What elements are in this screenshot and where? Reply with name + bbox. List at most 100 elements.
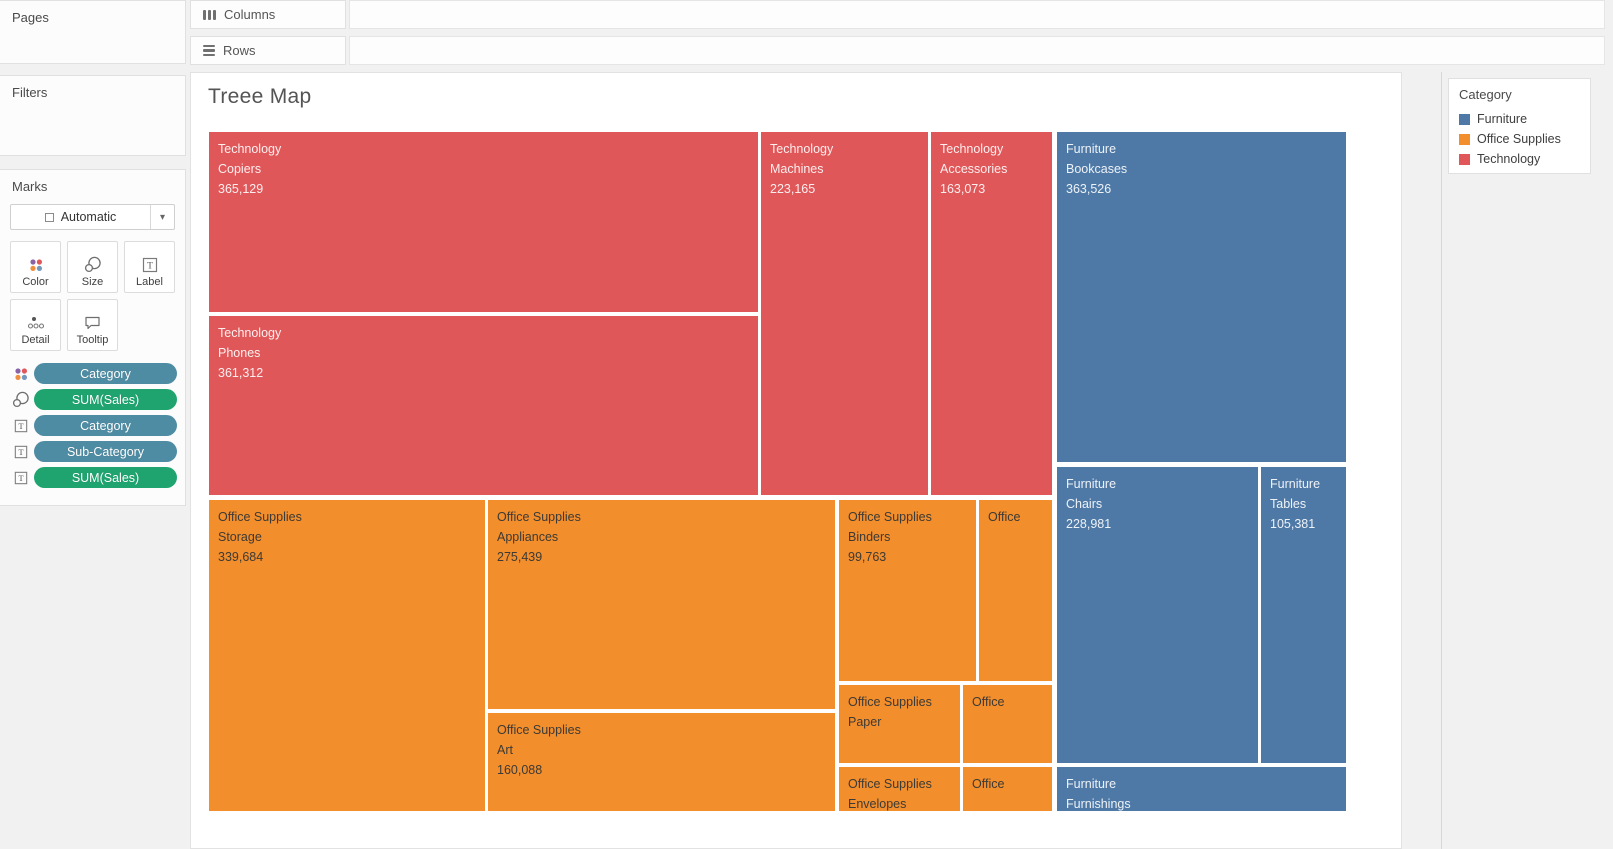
treemap-node-paper[interactable]: Office Supplies Paper [839, 685, 960, 763]
treemap-node-label: Office Supplies [497, 723, 581, 737]
pill-category[interactable]: Category [34, 415, 177, 436]
category-legend: Category Furniture Office Supplies Technol… [1448, 78, 1591, 174]
treemap-node-envelopes[interactable]: Office Supplies Envelopes [839, 767, 960, 811]
rows-shelf-drop-area[interactable] [349, 36, 1605, 65]
treemap-node-label: Phones [218, 346, 261, 360]
marks-panel-title: Marks [12, 179, 48, 194]
treemap-node-label: Technology [770, 142, 834, 156]
legend-item-office-supplies[interactable]: Office Supplies [1449, 129, 1590, 149]
columns-shelf-drop-area[interactable] [349, 0, 1605, 29]
text-icon: T [8, 445, 34, 459]
treemap-node-label: Appliances [497, 530, 559, 544]
treemap-node-office[interactable]: Office [979, 500, 1052, 681]
size-button[interactable]: Size [67, 241, 118, 293]
treemap-node-label: 228,981 [1066, 517, 1112, 531]
treemap-node-label: Office [972, 777, 1005, 791]
treemap-node-storage[interactable]: Office Supplies Storage 339,684 [209, 500, 485, 811]
legend-item-furniture[interactable]: Furniture [1449, 109, 1590, 129]
columns-shelf-label: Columns [190, 0, 346, 29]
legend-label: Technology [1477, 152, 1541, 166]
svg-text:T: T [147, 262, 153, 272]
treemap-node-bookcases[interactable]: Furniture Bookcases 363,526 [1057, 132, 1346, 462]
dropdown-arrow-icon[interactable]: ▾ [150, 205, 174, 229]
treemap-node-label: Office Supplies [848, 695, 932, 709]
pill-sum-sales-[interactable]: SUM(Sales) [34, 467, 177, 488]
treemap-node-label: Chairs [1066, 497, 1103, 511]
treemap-node-tables[interactable]: Furniture Tables 105,381 [1261, 467, 1346, 763]
treemap-node-binders[interactable]: Office Supplies Binders 99,763 [839, 500, 976, 681]
treemap-node-label: 365,129 [218, 182, 264, 196]
treemap-node-phones[interactable]: Technology Phones 361,312 [209, 316, 758, 495]
tooltip-icon [84, 315, 101, 331]
treemap-node-label: Technology [940, 142, 1004, 156]
panel-divider [1441, 72, 1442, 849]
marks-panel: Marks Automatic ▾ Color Size T Label Detail T… [0, 169, 186, 506]
legend-title: Category [1459, 87, 1512, 102]
pages-panel[interactable]: Pages [0, 0, 186, 64]
tooltip-button[interactable]: Tooltip [67, 299, 118, 351]
svg-text:T: T [18, 474, 23, 483]
treemap-node-machines[interactable]: Technology Machines 223,165 [761, 132, 928, 495]
treemap-node-label: Tables [1270, 497, 1307, 511]
worksheet-view: Treee Map Technology Copiers 365,129 Techno… [190, 72, 1402, 849]
color-icon [28, 257, 44, 273]
treemap-node-label: Copiers [218, 162, 262, 176]
treemap-node-label: Machines [770, 162, 824, 176]
treemap-node-chairs[interactable]: Furniture Chairs 228,981 [1057, 467, 1258, 763]
treemap-node-art[interactable]: Office Supplies Art 160,088 [488, 713, 835, 811]
legend-items: Furniture Office Supplies Technology [1449, 109, 1590, 169]
legend-label: Office Supplies [1477, 132, 1561, 146]
color-icon [8, 366, 34, 382]
columns-shelf-text: Columns [224, 7, 276, 22]
sheet-title: Treee Map [208, 85, 312, 108]
text-icon: T [8, 419, 34, 433]
rows-shelf-label: Rows [190, 36, 346, 65]
detail-button[interactable]: Detail [10, 299, 61, 351]
mark-button-label: Color [22, 276, 49, 288]
treemap-node-label: Accessories [940, 162, 1008, 176]
treemap-node-office[interactable]: Office [963, 767, 1052, 811]
marks-buttons: Color Size T Label Detail Tooltip [0, 238, 185, 354]
pill-sum-sales-[interactable]: SUM(Sales) [34, 389, 177, 410]
rows-shelf-text: Rows [223, 43, 256, 58]
marks-pills: Category SUM(Sales) T Category T Sub-Category… [0, 354, 185, 488]
svg-text:T: T [18, 448, 23, 457]
treemap-node-label: Furniture [1066, 477, 1117, 491]
treemap-node-label: Office [972, 695, 1005, 709]
treemap-node-label: 105,381 [1270, 517, 1316, 531]
svg-text:T: T [18, 422, 23, 431]
treemap-node-furnishings[interactable]: Furniture Furnishings [1057, 767, 1346, 811]
size-icon [8, 391, 34, 408]
mark-button-label: Tooltip [76, 334, 109, 346]
columns-icon [203, 9, 216, 20]
mark-button-label: Detail [21, 334, 50, 346]
treemap-node-label: 163,073 [940, 182, 986, 196]
mark-type-dropdown[interactable]: Automatic ▾ [10, 204, 175, 230]
pill-sub-category[interactable]: Sub-Category [34, 441, 177, 462]
label-button[interactable]: T Label [124, 241, 175, 293]
treemap-node-label: Office [988, 510, 1021, 524]
treemap-node-label: Paper [848, 715, 882, 729]
treemap-node-label: Furniture [1066, 142, 1117, 156]
treemap-node-label: Office Supplies [848, 777, 932, 791]
treemap-node-label: Office Supplies [848, 510, 932, 524]
mark-type-icon [44, 212, 54, 222]
treemap-node-office[interactable]: Office [963, 685, 1052, 763]
treemap-node-label: 160,088 [497, 763, 543, 777]
treemap-node-appliances[interactable]: Office Supplies Appliances 275,439 [488, 500, 835, 709]
treemap-node-label: 223,165 [770, 182, 816, 196]
treemap-node-label: Office Supplies [497, 510, 581, 524]
label-icon: T [142, 257, 158, 273]
pill-category[interactable]: Category [34, 363, 177, 384]
treemap-node-copiers[interactable]: Technology Copiers 365,129 [209, 132, 758, 312]
treemap-node-label: 361,312 [218, 366, 264, 380]
treemap-node-label: Technology [218, 142, 282, 156]
color-button[interactable]: Color [10, 241, 61, 293]
treemap-node-label: Office Supplies [218, 510, 302, 524]
treemap-node-label: Bookcases [1066, 162, 1128, 176]
treemap-node-accessories[interactable]: Technology Accessories 163,073 [931, 132, 1052, 495]
treemap-node-label: Binders [848, 530, 891, 544]
filters-panel[interactable]: Filters [0, 75, 186, 156]
legend-item-technology[interactable]: Technology [1449, 149, 1590, 169]
filters-panel-title: Filters [12, 85, 48, 100]
